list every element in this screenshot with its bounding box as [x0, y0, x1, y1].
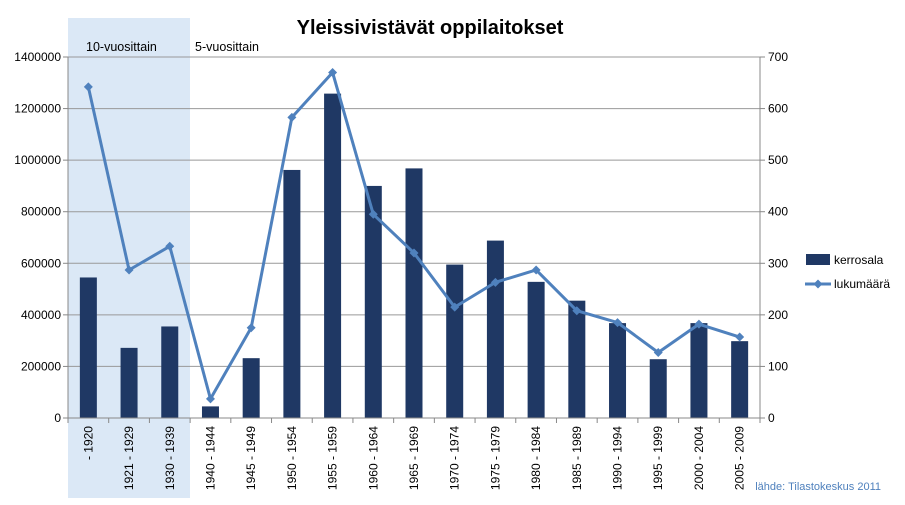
legend-label-line: lukumäärä — [834, 277, 890, 291]
line-point-marker — [368, 209, 378, 219]
right-axis-tick-label: 100 — [768, 359, 788, 373]
left-axis-tick-label: 400000 — [21, 308, 61, 322]
bar — [161, 326, 179, 418]
bar — [120, 347, 138, 418]
left-axis-tick-label: 800000 — [21, 205, 61, 219]
line-point-marker — [165, 241, 175, 251]
bar — [364, 185, 382, 418]
x-axis-category-label: 2000 - 2004 — [692, 426, 706, 490]
bar — [486, 240, 504, 418]
line-point-marker — [694, 319, 704, 329]
line-point-marker — [450, 302, 460, 312]
right-axis-tick-label: 200 — [768, 308, 788, 322]
annotation-10-year: 10-vuosittain — [86, 40, 157, 54]
source-note: lähde: Tilastokeskus 2011 — [755, 481, 881, 493]
legend-swatch-bar — [806, 254, 830, 265]
right-axis-tick-label: 0 — [768, 411, 775, 425]
bar — [201, 406, 219, 418]
x-axis-category-label: 1995 - 1999 — [651, 426, 665, 490]
bar — [283, 169, 301, 418]
left-axis-tick-label: 600000 — [21, 256, 61, 270]
right-axis-tick-label: 700 — [768, 50, 788, 64]
bar — [79, 277, 97, 418]
bar — [690, 323, 708, 418]
x-axis-category-label: 1980 - 1984 — [529, 426, 543, 490]
line-point-marker — [205, 394, 215, 404]
line-point-marker — [490, 277, 500, 287]
line-point-marker — [328, 67, 338, 77]
bar — [609, 323, 627, 418]
x-axis-category-label: 1985 - 1989 — [570, 426, 584, 490]
x-axis-category-label: 1930 - 1939 — [163, 426, 177, 490]
line-point-marker — [246, 323, 256, 333]
x-axis-category-label: 1940 - 1944 — [203, 426, 217, 490]
axes: 0 200000 400000 600000 800000 1000000 1200000 1… — [14, 50, 788, 490]
x-axis-category-label: 1955 - 1959 — [326, 426, 340, 490]
bar — [242, 358, 260, 418]
x-axis-category-label: 1975 - 1979 — [488, 426, 502, 490]
line-point-marker — [613, 318, 623, 328]
bar — [527, 281, 545, 418]
right-axis-tick-label: 300 — [768, 256, 788, 270]
bar — [446, 264, 464, 418]
legend: kerrosala lukumäärä — [805, 253, 890, 291]
bar — [649, 359, 667, 418]
bar — [731, 341, 749, 418]
x-axis-category-label: 1921 - 1929 — [122, 426, 136, 490]
line-series-lukumaara — [83, 67, 745, 404]
line-point-marker — [572, 306, 582, 316]
x-axis-category-label: - 1920 — [81, 426, 95, 460]
right-axis-tick-label: 500 — [768, 153, 788, 167]
legend-label-bar: kerrosala — [834, 253, 884, 267]
line-point-marker — [735, 332, 745, 342]
x-axis-category-label: 1945 - 1949 — [244, 426, 258, 490]
annotation-5-year: 5-vuosittain — [195, 40, 259, 54]
x-axis-category-label: 1990 - 1994 — [611, 426, 625, 490]
bar — [568, 300, 586, 418]
right-axis-tick-label: 600 — [768, 102, 788, 116]
x-axis-category-label: 1970 - 1974 — [448, 426, 462, 490]
line-point-marker — [287, 112, 297, 122]
x-axis-category-label: 1960 - 1964 — [366, 426, 380, 490]
right-axis-tick-label: 400 — [768, 205, 788, 219]
line-point-marker — [653, 348, 663, 358]
bar — [405, 168, 423, 418]
left-axis-tick-label: 1400000 — [14, 50, 61, 64]
bar — [324, 93, 342, 418]
x-axis-category-label: 1965 - 1969 — [407, 426, 421, 490]
legend-swatch-marker — [813, 279, 823, 289]
left-axis-tick-label: 1200000 — [14, 102, 61, 116]
line-point-marker — [124, 265, 134, 275]
left-axis-tick-label: 0 — [54, 411, 61, 425]
left-axis-tick-label: 1000000 — [14, 153, 61, 167]
left-axis-tick-label: 200000 — [21, 359, 61, 373]
line-point-marker — [83, 82, 93, 92]
x-axis-category-label: 1950 - 1954 — [285, 426, 299, 490]
chart-title: Yleissivistävät oppilaitokset — [297, 17, 564, 39]
line-point-marker — [531, 265, 541, 275]
line-point-marker — [409, 248, 419, 258]
x-axis-category-label: 2005 - 2009 — [733, 426, 747, 490]
